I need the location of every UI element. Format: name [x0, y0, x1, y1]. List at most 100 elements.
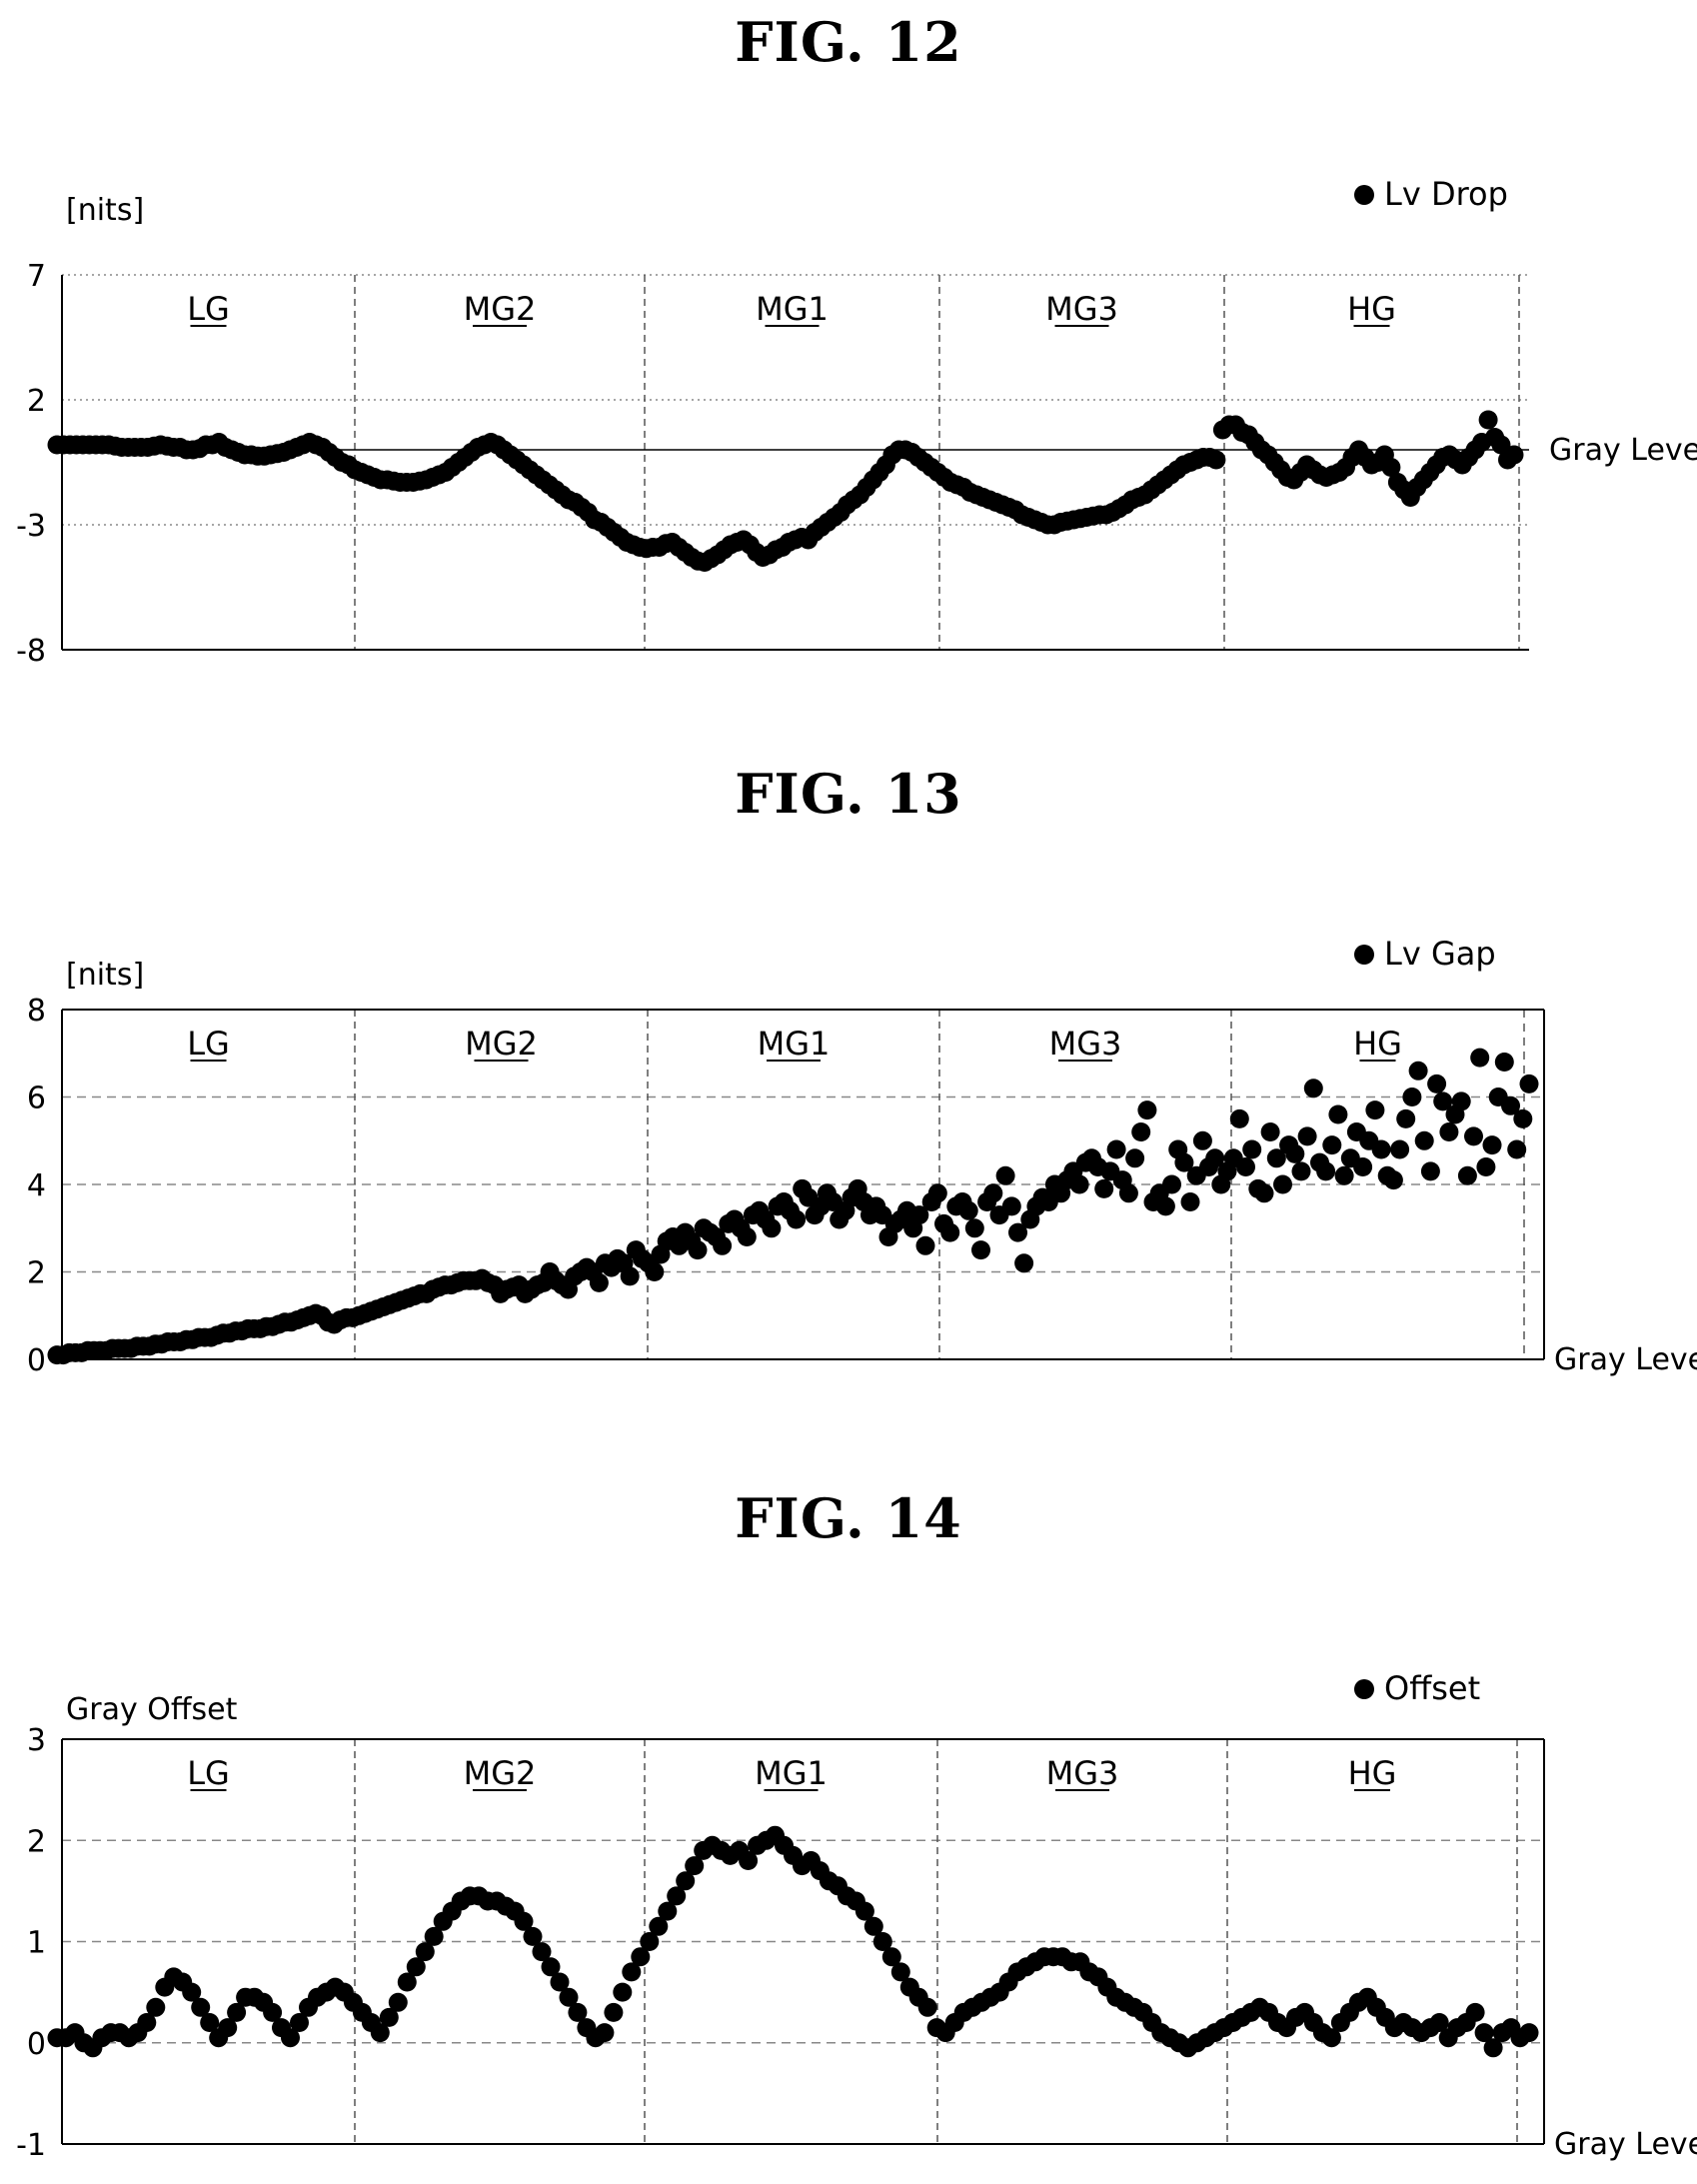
data-point [1465, 2002, 1485, 2022]
data-point [1008, 1222, 1027, 1242]
data-point [1513, 1108, 1533, 1128]
data-point [1371, 1139, 1391, 1159]
y-tick-label: 2 [27, 1824, 46, 1859]
data-point [263, 2002, 283, 2022]
data-point [1396, 1108, 1416, 1128]
data-point [958, 1200, 978, 1220]
data-point [685, 1856, 705, 1876]
y-tick-label: 4 [27, 1168, 46, 1203]
data-point [1381, 458, 1401, 477]
data-point [1266, 1148, 1286, 1168]
data-point [737, 1227, 757, 1246]
region-label: MG2 [464, 290, 537, 328]
data-point [550, 1972, 570, 1992]
x-axis-label: Gray Level [1549, 433, 1697, 468]
region-label: MG1 [756, 290, 829, 328]
data-point [388, 1992, 408, 2012]
data-point [1297, 1126, 1317, 1146]
data-point [1316, 1161, 1336, 1181]
figure-title: FIG. 14 [735, 1486, 962, 1550]
data-point [1420, 1161, 1440, 1181]
y-tick-label: 2 [27, 384, 46, 419]
data-point [983, 1183, 1003, 1203]
data-point [1321, 2028, 1341, 2048]
data-point [514, 1911, 534, 1931]
data-point [640, 1932, 660, 1951]
data-point [370, 2023, 390, 2043]
region-label: MG3 [1046, 1754, 1119, 1792]
y-tick-label: 3 [27, 1723, 46, 1758]
data-point [1106, 1139, 1126, 1159]
y-tick-label: 0 [27, 2027, 46, 2062]
data-point [1519, 1074, 1539, 1093]
y-axis-label: [nits] [66, 193, 144, 228]
region-label: HG [1347, 290, 1396, 328]
legend-marker [1354, 185, 1374, 205]
data-point [881, 1947, 901, 1967]
data-point [631, 1947, 651, 1967]
region-label: MG3 [1049, 1025, 1122, 1063]
data-point [1205, 1148, 1225, 1168]
data-point [1457, 1165, 1477, 1185]
data-point [1464, 1126, 1483, 1146]
region-label: LG [187, 1754, 230, 1792]
data-point [604, 2002, 624, 2022]
data-point [676, 1871, 696, 1891]
region-label: MG1 [755, 1754, 828, 1792]
x-axis-label: Gray Level [1554, 1342, 1697, 1377]
data-point [1291, 1161, 1311, 1181]
data-point [1482, 1135, 1502, 1155]
legend-label: Lv Drop [1384, 175, 1508, 213]
data-point [1192, 1130, 1212, 1150]
data-point [1507, 1139, 1527, 1159]
legend-marker [1354, 945, 1374, 965]
region-label: LG [187, 1025, 230, 1063]
data-point [787, 1209, 807, 1229]
data-point [909, 1205, 929, 1225]
legend-label: Lv Gap [1384, 935, 1496, 973]
data-point [1494, 1053, 1514, 1072]
data-point [1236, 1157, 1255, 1176]
data-point [1504, 445, 1524, 465]
data-point [595, 2023, 615, 2043]
data-point [890, 1962, 910, 1982]
data-point [1353, 1157, 1373, 1176]
y-tick-label: 1 [27, 1926, 46, 1961]
data-point [1383, 1170, 1403, 1190]
data-point [1014, 1253, 1034, 1273]
data-point [1334, 1165, 1354, 1185]
data-point [1470, 1048, 1490, 1068]
data-point [940, 1222, 960, 1242]
data-point [146, 1997, 166, 2017]
data-point [182, 1982, 202, 2002]
data-point [620, 1266, 640, 1286]
data-point [568, 2002, 588, 2022]
region-label: MG2 [465, 1025, 538, 1063]
data-point [1174, 1152, 1194, 1172]
figure-title: FIG. 13 [735, 762, 962, 826]
data-point [1180, 1192, 1200, 1211]
legend-label: Offset [1384, 1669, 1480, 1707]
region-label: MG1 [758, 1025, 831, 1063]
data-point [1390, 1139, 1410, 1159]
data-point [915, 1235, 935, 1255]
data-point [200, 2013, 220, 2032]
data-point [658, 1901, 678, 1921]
data-point [559, 1987, 579, 2007]
data-point [397, 1972, 417, 1992]
data-point [971, 1240, 990, 1260]
data-point [290, 2013, 309, 2032]
data-point [917, 1997, 937, 2017]
region-label: HG [1348, 1754, 1397, 1792]
data-point [1273, 1174, 1292, 1194]
data-point [1162, 1174, 1181, 1194]
data-point [1491, 435, 1511, 455]
y-tick-label: -3 [16, 509, 46, 544]
data-point [1402, 1088, 1422, 1106]
data-point [1069, 1174, 1089, 1194]
data-point [1474, 2023, 1494, 2043]
data-point [739, 1851, 759, 1870]
data-point [415, 1942, 435, 1962]
data-point [649, 1916, 669, 1936]
data-point [1001, 1196, 1021, 1216]
